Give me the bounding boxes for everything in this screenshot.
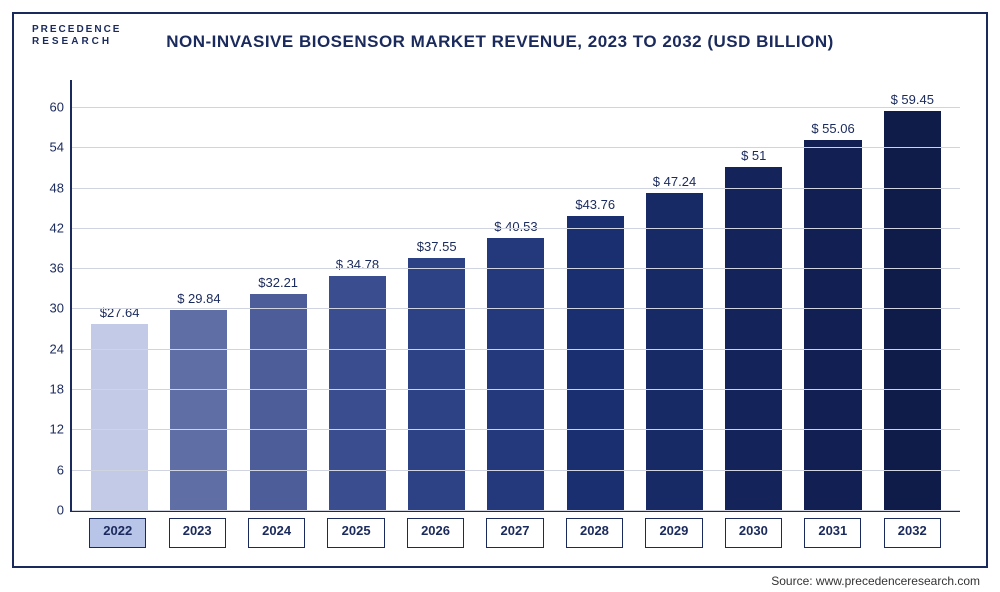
gridline xyxy=(72,147,960,148)
bar-value-label: $ 47.24 xyxy=(653,174,696,189)
x-axis-category: 2024 xyxy=(248,518,305,548)
bar-wrap: $ 47.24 xyxy=(635,80,714,510)
x-axis-category: 2026 xyxy=(407,518,464,548)
gridline xyxy=(72,470,960,471)
bar: $ 47.24 xyxy=(646,193,703,510)
chart-plot-area: $27.64 $ 29.84 $32.21 $ 34.78 $37.55 $ 40.53 $… xyxy=(70,80,960,512)
x-axis-category: 2028 xyxy=(566,518,623,548)
bar: $ 34.78 xyxy=(329,276,386,510)
gridline xyxy=(72,268,960,269)
x-axis-category: 2029 xyxy=(645,518,702,548)
x-axis-category: 2027 xyxy=(486,518,543,548)
gridline xyxy=(72,349,960,350)
bar: $32.21 xyxy=(250,294,307,510)
y-tick-label: 12 xyxy=(50,422,72,437)
gridline xyxy=(72,308,960,309)
x-axis-item: 2025 xyxy=(316,518,395,548)
bar-value-label: $ 55.06 xyxy=(811,121,854,136)
x-axis-category: 2031 xyxy=(804,518,861,548)
y-tick-label: 60 xyxy=(50,99,72,114)
x-axis-item: 2027 xyxy=(475,518,554,548)
gridline xyxy=(72,510,960,511)
x-axis-labels: 2022 2023 2024 2025 2026 2027 2028 2029 2030 2031… xyxy=(70,518,960,548)
x-axis-item: 2031 xyxy=(793,518,872,548)
x-axis-category: 2032 xyxy=(884,518,941,548)
bar-value-label: $ 34.78 xyxy=(336,257,379,272)
bar: $43.76 xyxy=(567,216,624,510)
x-axis-item: 2023 xyxy=(157,518,236,548)
bar-value-label: $37.55 xyxy=(417,239,457,254)
x-axis-item: 2028 xyxy=(555,518,634,548)
bar-wrap: $43.76 xyxy=(556,80,635,510)
y-tick-label: 6 xyxy=(57,462,72,477)
y-tick-label: 24 xyxy=(50,341,72,356)
bar: $27.64 xyxy=(91,324,148,510)
x-axis-category: 2023 xyxy=(169,518,226,548)
x-axis-item: 2022 xyxy=(78,518,157,548)
bar-wrap: $ 59.45 xyxy=(873,80,952,510)
bars-container: $27.64 $ 29.84 $32.21 $ 34.78 $37.55 $ 40.53 $… xyxy=(72,80,960,510)
x-axis-item: 2026 xyxy=(396,518,475,548)
x-axis-item: 2024 xyxy=(237,518,316,548)
bar-wrap: $37.55 xyxy=(397,80,476,510)
bar-value-label: $32.21 xyxy=(258,275,298,290)
bar-wrap: $32.21 xyxy=(239,80,318,510)
bar: $ 29.84 xyxy=(170,310,227,510)
bar-wrap: $ 51 xyxy=(714,80,793,510)
y-tick-label: 0 xyxy=(57,503,72,518)
bar-value-label: $ 40.53 xyxy=(494,219,537,234)
y-tick-label: 30 xyxy=(50,301,72,316)
x-axis-item: 2030 xyxy=(714,518,793,548)
gridline xyxy=(72,107,960,108)
bar-wrap: $ 55.06 xyxy=(793,80,872,510)
bar-value-label: $ 51 xyxy=(741,148,766,163)
x-axis-item: 2029 xyxy=(634,518,713,548)
bar-wrap: $ 34.78 xyxy=(318,80,397,510)
gridline xyxy=(72,228,960,229)
bar-wrap: $ 40.53 xyxy=(476,80,555,510)
source-attribution: Source: www.precedenceresearch.com xyxy=(771,574,980,588)
bar: $ 51 xyxy=(725,167,782,510)
gridline xyxy=(72,429,960,430)
y-tick-label: 48 xyxy=(50,180,72,195)
bar: $37.55 xyxy=(408,258,465,510)
bar-value-label: $ 59.45 xyxy=(891,92,934,107)
bar-wrap: $27.64 xyxy=(80,80,159,510)
x-axis-category: 2022 xyxy=(89,518,146,548)
y-tick-label: 42 xyxy=(50,220,72,235)
bar-value-label: $ 29.84 xyxy=(177,291,220,306)
y-tick-label: 18 xyxy=(50,382,72,397)
bar: $ 55.06 xyxy=(804,140,861,510)
gridline xyxy=(72,389,960,390)
chart-title: NON-INVASIVE BIOSENSOR MARKET REVENUE, 2… xyxy=(0,32,1000,52)
gridline xyxy=(72,188,960,189)
x-axis-item: 2032 xyxy=(873,518,952,548)
bar: $ 59.45 xyxy=(884,111,941,510)
y-tick-label: 54 xyxy=(50,140,72,155)
x-axis-category: 2030 xyxy=(725,518,782,548)
y-tick-label: 36 xyxy=(50,261,72,276)
bar-wrap: $ 29.84 xyxy=(159,80,238,510)
x-axis-category: 2025 xyxy=(327,518,384,548)
bar-value-label: $43.76 xyxy=(575,197,615,212)
